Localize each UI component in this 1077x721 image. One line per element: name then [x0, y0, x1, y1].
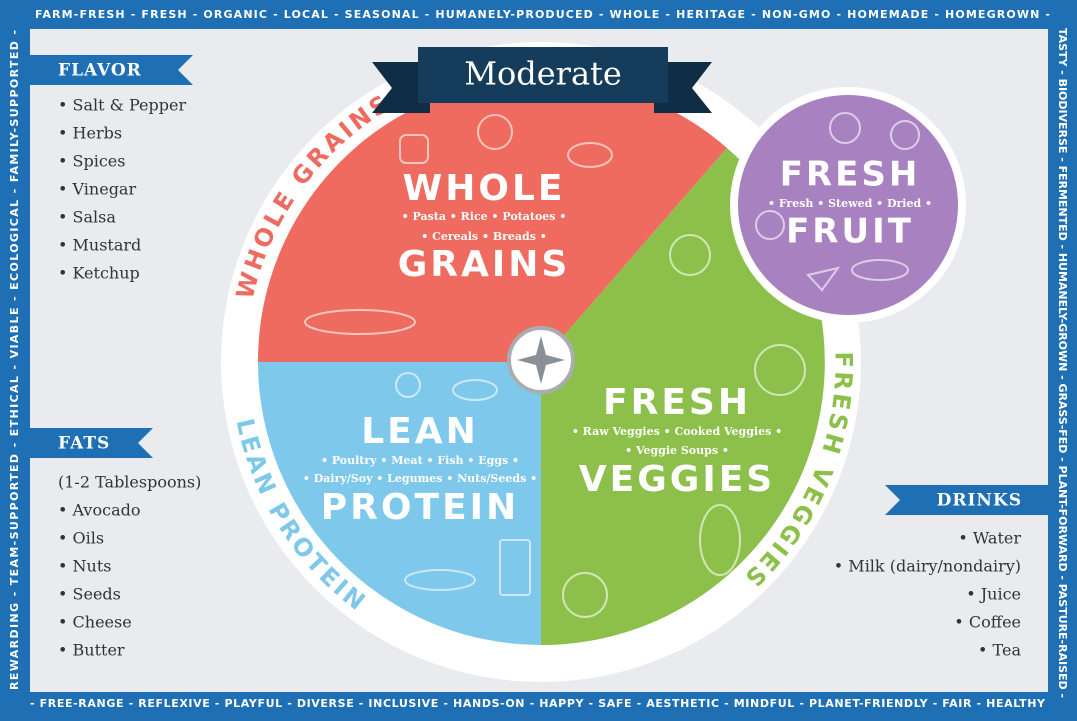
fruit-icons — [755, 112, 920, 292]
list-item: • Mustard — [58, 236, 141, 255]
title: Moderate — [464, 55, 622, 93]
section-item: • Poultry • Meat • Fish • Eggs • — [321, 454, 519, 467]
fruit-item: • Fresh • Stewed • Dried • — [768, 197, 932, 210]
fruit-title: FRUIT — [786, 212, 914, 252]
flavor-banner — [30, 55, 193, 85]
list-item: • Water — [958, 529, 1021, 548]
fats-title: FATS — [58, 434, 110, 454]
title-ribbon — [418, 47, 668, 103]
section-title: FRESH — [603, 382, 751, 423]
list-item: • Coffee — [954, 613, 1021, 632]
center-star — [517, 336, 565, 384]
fruit-title: FRESH — [780, 155, 921, 195]
list-item: • Spices — [58, 152, 125, 171]
section-item: • Dairy/Soy • Legumes • Nuts/Seeds • — [303, 472, 537, 485]
drinks-title: DRINKS — [937, 491, 1022, 511]
list-item: • Herbs — [58, 124, 122, 143]
list-item: • Seeds — [58, 585, 121, 604]
drinks-banner — [885, 485, 1048, 515]
list-item: • Nuts — [58, 557, 111, 576]
food-icons — [304, 114, 806, 618]
list-item: • Salt & Pepper — [58, 96, 186, 115]
list-item: • Ketchup — [58, 264, 140, 283]
list-item: (1-2 Tablespoons) — [58, 473, 201, 492]
list-item: • Salsa — [58, 208, 116, 227]
drinks-list: • Water • Milk (dairy/nondairy) • Juice • C… — [834, 529, 1022, 660]
list-item: • Milk (dairy/nondairy) — [834, 557, 1021, 576]
section-title: PROTEIN — [321, 487, 519, 528]
list-item: • Vinegar — [58, 180, 136, 199]
section-item: • Veggie Soups • — [625, 444, 729, 457]
section-item: • Pasta • Rice • Potatoes • — [402, 210, 567, 223]
section-item: • Cereals • Breads • — [421, 230, 547, 243]
list-item: • Tea — [978, 641, 1021, 660]
section-title: VEGGIES — [579, 459, 775, 500]
section-title: WHOLE — [403, 168, 566, 209]
fats-banner — [30, 428, 153, 458]
border-right: TASTY - BIODIVERSE - FERMENTED - HUMANEL… — [1056, 28, 1069, 698]
list-item: • Butter — [58, 641, 125, 660]
title-ribbon-tail — [372, 62, 430, 113]
list-item: • Avocado — [58, 501, 140, 520]
section-item: • Raw Veggies • Cooked Veggies • — [572, 425, 782, 438]
flavor-list: • Salt & Pepper • Herbs • Spices • Vinegar •… — [58, 96, 186, 283]
list-item: • Cheese — [58, 613, 132, 632]
border-bottom: - FREE-RANGE - REFLEXIVE - PLAYFUL - DIV… — [30, 697, 1046, 710]
list-item: • Oils — [58, 529, 104, 548]
flavor-title: FLAVOR — [58, 61, 142, 81]
title-ribbon-tail — [654, 62, 712, 113]
list-item: • Juice — [966, 585, 1021, 604]
border-top: FARM-FRESH - FRESH - ORGANIC - LOCAL - S… — [35, 8, 1050, 21]
section-title: LEAN — [361, 411, 479, 452]
border-left: REWARDING - TEAM-SUPPORTED - ETHICAL - V… — [8, 30, 21, 690]
section-title: GRAINS — [398, 244, 571, 285]
fats-list: (1-2 Tablespoons) • Avocado • Oils • Nuts • … — [58, 473, 201, 660]
